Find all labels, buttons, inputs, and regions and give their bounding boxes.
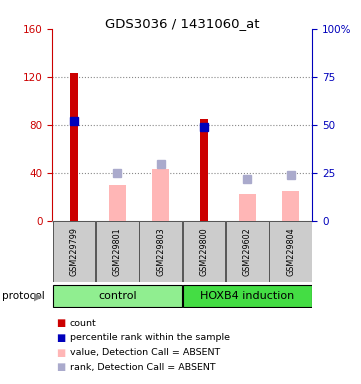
FancyBboxPatch shape xyxy=(226,221,269,282)
Bar xyxy=(109,185,126,221)
FancyBboxPatch shape xyxy=(53,221,95,282)
Text: ■: ■ xyxy=(56,348,65,358)
Text: GSM229801: GSM229801 xyxy=(113,227,122,276)
Text: count: count xyxy=(70,319,96,328)
FancyBboxPatch shape xyxy=(269,221,312,282)
FancyBboxPatch shape xyxy=(183,221,225,282)
Text: ■: ■ xyxy=(56,362,65,372)
Text: GDS3036 / 1431060_at: GDS3036 / 1431060_at xyxy=(105,17,260,30)
Text: GSM229804: GSM229804 xyxy=(286,227,295,276)
Bar xyxy=(239,194,256,221)
Bar xyxy=(282,191,299,221)
Text: GSM229803: GSM229803 xyxy=(156,227,165,276)
FancyBboxPatch shape xyxy=(53,285,182,307)
Text: protocol: protocol xyxy=(2,291,44,301)
FancyBboxPatch shape xyxy=(139,221,182,282)
Text: GSM229799: GSM229799 xyxy=(70,227,78,276)
Text: ■: ■ xyxy=(56,333,65,343)
Text: value, Detection Call = ABSENT: value, Detection Call = ABSENT xyxy=(70,348,220,357)
Bar xyxy=(70,73,78,221)
Bar xyxy=(152,169,169,221)
Text: rank, Detection Call = ABSENT: rank, Detection Call = ABSENT xyxy=(70,362,215,372)
Bar xyxy=(200,119,208,221)
Text: HOXB4 induction: HOXB4 induction xyxy=(200,291,295,301)
FancyBboxPatch shape xyxy=(183,285,312,307)
FancyBboxPatch shape xyxy=(96,221,139,282)
Text: percentile rank within the sample: percentile rank within the sample xyxy=(70,333,230,343)
Text: ■: ■ xyxy=(56,318,65,328)
Text: GSM229602: GSM229602 xyxy=(243,227,252,276)
Text: GSM229800: GSM229800 xyxy=(200,227,208,276)
Text: ▶: ▶ xyxy=(34,291,42,301)
Text: control: control xyxy=(98,291,136,301)
